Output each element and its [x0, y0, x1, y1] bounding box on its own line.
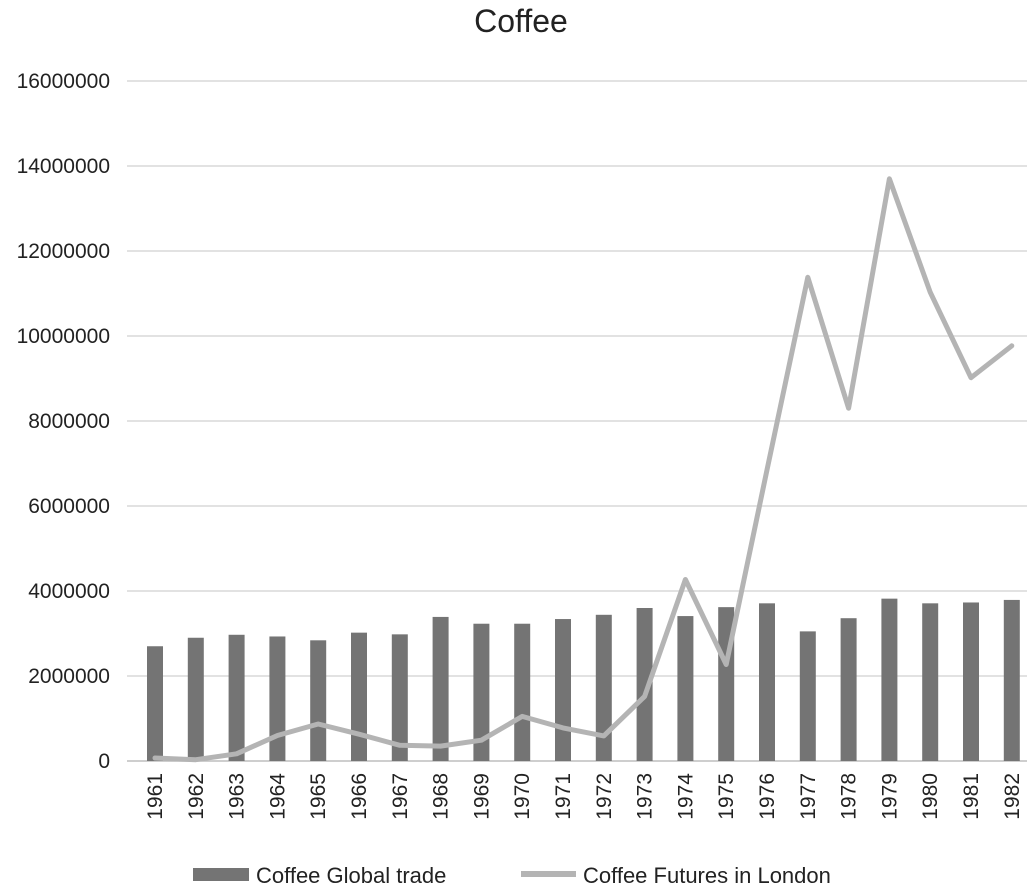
x-tick-label: 1977 — [797, 773, 820, 820]
bar-1980 — [922, 603, 939, 761]
bar-1968 — [432, 616, 449, 761]
bar-1967 — [391, 634, 408, 761]
x-tick-label: 1967 — [389, 773, 412, 820]
y-tick-label: 12000000 — [17, 240, 110, 263]
x-tick-label: 1974 — [674, 773, 697, 820]
bar-1981 — [963, 602, 979, 761]
bar-1978 — [840, 618, 857, 761]
legend-label-futures-london: Coffee Futures in London — [583, 863, 831, 888]
bar-1976 — [759, 603, 775, 761]
x-tick-label: 1965 — [307, 773, 330, 820]
x-tick-label: 1963 — [226, 773, 249, 820]
legend-label-global-trade: Coffee Global trade — [256, 863, 446, 888]
bar-1964 — [269, 636, 286, 761]
bar-1973 — [636, 608, 653, 761]
y-tick-label: 4000000 — [28, 580, 110, 603]
bar-1966 — [351, 632, 367, 761]
bar-1982 — [1003, 599, 1020, 761]
y-tick-label: 6000000 — [28, 495, 110, 518]
futures-line — [152, 176, 1015, 763]
chart-title: Coffee — [474, 3, 568, 39]
y-tick-label: 0 — [98, 750, 110, 773]
x-tick-label: 1973 — [634, 773, 657, 820]
x-tick-label: 1972 — [593, 773, 616, 820]
bar-1977 — [799, 631, 816, 761]
x-tick-label: 1976 — [756, 773, 779, 820]
y-axis-ticks: 0 2000000 4000000 6000000 8000000 10000000 120… — [17, 70, 110, 773]
legend: Coffee Global trade Coffee Futures in Lo… — [193, 863, 831, 888]
x-tick-label: 1968 — [430, 773, 453, 820]
x-tick-label: 1978 — [838, 773, 861, 820]
x-tick-label: 1971 — [552, 773, 575, 820]
bar-1965 — [310, 640, 327, 761]
y-tick-label: 10000000 — [17, 325, 110, 348]
x-tick-label: 1975 — [715, 773, 738, 820]
x-tick-label: 1979 — [878, 773, 901, 820]
bar-1971 — [555, 619, 571, 761]
y-tick-label: 16000000 — [17, 70, 110, 93]
y-tick-label: 8000000 — [28, 410, 110, 433]
y-tick-label: 14000000 — [17, 155, 110, 178]
bar-1970 — [514, 623, 531, 761]
legend-swatch-global-trade — [193, 868, 249, 881]
x-tick-label: 1981 — [960, 773, 983, 820]
x-axis-ticks: 1961 1962 1963 1964 1965 1966 1967 1968 1969 1970… — [144, 773, 1024, 820]
bar-1979 — [881, 598, 898, 761]
bar-1974 — [677, 616, 694, 761]
bar-1972 — [595, 614, 612, 761]
bar-1963 — [228, 634, 245, 761]
x-tick-label: 1962 — [185, 773, 208, 820]
bar-1961 — [147, 646, 163, 761]
x-tick-label: 1980 — [919, 773, 942, 820]
x-tick-label: 1961 — [144, 773, 167, 820]
x-tick-label: 1964 — [266, 773, 289, 820]
x-tick-label: 1970 — [511, 773, 534, 820]
bar-1969 — [473, 623, 490, 761]
bar-series — [147, 598, 1020, 761]
x-tick-label: 1969 — [470, 773, 493, 820]
bar-1962 — [187, 637, 204, 761]
y-tick-label: 2000000 — [28, 665, 110, 688]
x-tick-label: 1982 — [1001, 773, 1024, 820]
x-tick-label: 1966 — [348, 773, 371, 820]
line-series — [152, 176, 1015, 763]
